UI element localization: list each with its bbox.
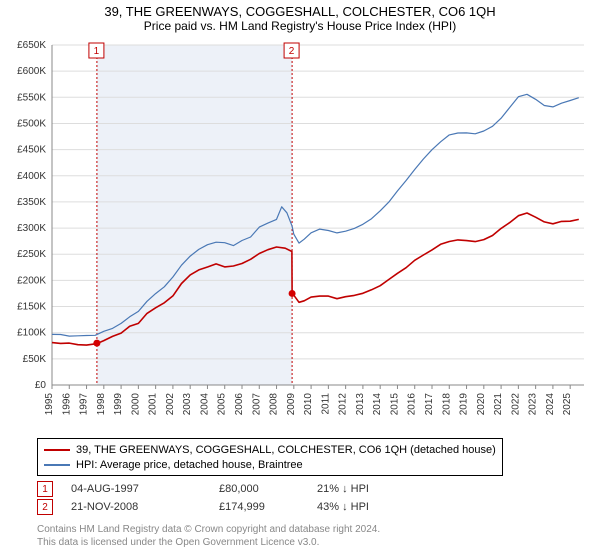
marker-row: 1 04-AUG-1997 £80,000 21% ↓ HPI [37, 480, 417, 498]
marker-pct: 43% ↓ HPI [317, 501, 417, 513]
svg-text:2002: 2002 [165, 393, 176, 416]
svg-text:2001: 2001 [148, 393, 159, 416]
svg-text:£50K: £50K [23, 354, 47, 365]
marker-number: 2 [37, 499, 53, 515]
marker-date: 21-NOV-2008 [71, 501, 201, 513]
svg-text:2007: 2007 [251, 393, 262, 416]
legend-item-hpi: HPI: Average price, detached house, Brai… [44, 457, 496, 472]
marker-price: £80,000 [219, 483, 299, 495]
svg-text:£250K: £250K [17, 249, 46, 260]
svg-text:1999: 1999 [113, 393, 124, 416]
svg-text:2020: 2020 [476, 393, 487, 416]
svg-text:2012: 2012 [338, 393, 349, 416]
svg-text:£350K: £350K [17, 197, 46, 208]
svg-text:£550K: £550K [17, 92, 46, 103]
legend-swatch-hpi [44, 464, 70, 466]
svg-text:2024: 2024 [545, 393, 556, 416]
svg-text:2003: 2003 [182, 393, 193, 416]
svg-text:1996: 1996 [61, 393, 72, 416]
svg-text:£650K: £650K [17, 40, 46, 51]
svg-text:1997: 1997 [79, 393, 90, 416]
chart-container: 39, THE GREENWAYS, COGGESHALL, COLCHESTE… [0, 0, 600, 560]
svg-text:2013: 2013 [355, 393, 366, 416]
svg-text:£400K: £400K [17, 171, 46, 182]
svg-text:£450K: £450K [17, 145, 46, 156]
legend-swatch-price-paid [44, 449, 70, 451]
svg-text:£100K: £100K [17, 328, 46, 339]
svg-text:£600K: £600K [17, 66, 46, 77]
svg-text:2011: 2011 [320, 393, 331, 415]
marker-price: £174,999 [219, 501, 299, 513]
legend-label-hpi: HPI: Average price, detached house, Brai… [76, 459, 303, 471]
svg-text:2018: 2018 [441, 393, 452, 416]
svg-text:2006: 2006 [234, 393, 245, 416]
chart-subtitle: Price paid vs. HM Land Registry's House … [0, 19, 600, 35]
svg-text:2000: 2000 [130, 393, 141, 416]
chart-title: 39, THE GREENWAYS, COGGESHALL, COLCHESTE… [0, 0, 600, 19]
svg-text:£500K: £500K [17, 118, 46, 129]
svg-text:2016: 2016 [407, 393, 418, 416]
svg-text:1: 1 [94, 46, 100, 57]
svg-text:1995: 1995 [44, 393, 55, 416]
svg-text:2025: 2025 [562, 393, 573, 416]
svg-text:£0: £0 [35, 380, 47, 391]
markers-table: 1 04-AUG-1997 £80,000 21% ↓ HPI 2 21-NOV-2008… [37, 480, 417, 516]
svg-text:2023: 2023 [528, 393, 539, 416]
svg-text:2015: 2015 [389, 393, 400, 416]
svg-text:£300K: £300K [17, 223, 46, 234]
svg-text:£150K: £150K [17, 302, 46, 313]
svg-text:2021: 2021 [493, 393, 504, 416]
svg-text:1998: 1998 [96, 393, 107, 416]
marker-number: 1 [37, 481, 53, 497]
marker-pct: 21% ↓ HPI [317, 483, 417, 495]
marker-date: 04-AUG-1997 [71, 483, 201, 495]
legend: 39, THE GREENWAYS, COGGESHALL, COLCHESTE… [37, 438, 503, 476]
svg-text:2008: 2008 [269, 393, 280, 416]
svg-text:2: 2 [289, 46, 295, 57]
svg-text:2009: 2009 [286, 393, 297, 416]
svg-text:2019: 2019 [459, 393, 470, 416]
legend-label-price-paid: 39, THE GREENWAYS, COGGESHALL, COLCHESTE… [76, 444, 496, 456]
attribution-line1: Contains HM Land Registry data © Crown c… [37, 524, 380, 537]
svg-text:2005: 2005 [217, 393, 228, 416]
svg-text:2014: 2014 [372, 393, 383, 416]
line-chart: £0 £50K £100K £150K £200K £250K £300K £350K £400… [0, 35, 600, 430]
attribution-line2: This data is licensed under the Open Gov… [37, 537, 380, 550]
svg-text:2004: 2004 [199, 393, 210, 416]
legend-item-price-paid: 39, THE GREENWAYS, COGGESHALL, COLCHESTE… [44, 442, 496, 457]
marker-row: 2 21-NOV-2008 £174,999 43% ↓ HPI [37, 498, 417, 516]
svg-text:2022: 2022 [510, 393, 521, 416]
svg-text:2017: 2017 [424, 393, 435, 416]
svg-text:£200K: £200K [17, 275, 46, 286]
svg-text:2010: 2010 [303, 393, 314, 416]
attribution: Contains HM Land Registry data © Crown c… [37, 524, 380, 549]
